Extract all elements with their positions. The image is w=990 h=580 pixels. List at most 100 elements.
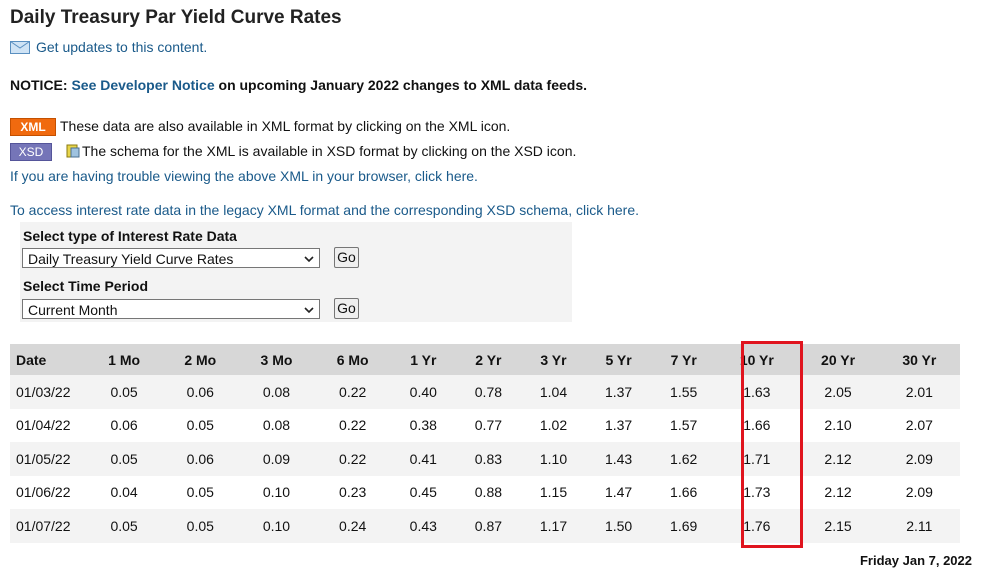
table-cell: 1.66 (716, 408, 798, 442)
table-cell: 0.06 (162, 375, 239, 409)
table-cell: 0.05 (162, 408, 239, 442)
table-cell: 0.43 (390, 509, 456, 543)
column-header: 7 Yr (651, 344, 717, 375)
xsd-icon[interactable]: XSD (10, 143, 52, 161)
table-cell: 1.17 (520, 509, 587, 543)
column-header: 6 Mo (314, 344, 391, 375)
yield-curve-table: Date 1 Mo 2 Mo 3 Mo 6 Mo 1 Yr 2 Yr 3 Yr … (10, 344, 960, 543)
table-cell: 1.37 (586, 408, 652, 442)
column-header: 1 Yr (390, 344, 456, 375)
table-cell: 0.08 (238, 375, 315, 409)
table-cell: 1.69 (651, 509, 717, 543)
table-cell: 0.22 (314, 442, 391, 476)
table-cell: 0.06 (86, 408, 163, 442)
table-cell: 0.10 (238, 475, 315, 509)
table-row: 01/03/22 0.05 0.06 0.08 0.22 0.40 0.78 1… (10, 375, 960, 409)
rate-type-label: Select type of Interest Rate Data (23, 228, 237, 244)
table-cell: 0.22 (314, 375, 391, 409)
xsd-text: The schema for the XML is available in X… (82, 143, 577, 159)
table-cell: 2.12 (797, 442, 879, 476)
table-cell: 0.77 (455, 408, 521, 442)
table-cell: 0.06 (162, 442, 239, 476)
xsd-line: XSD The schema for the XML is available … (10, 143, 576, 161)
table-cell: 0.05 (162, 475, 239, 509)
table-cell: 1.76 (716, 509, 798, 543)
column-header: 30 Yr (878, 344, 960, 375)
legacy-xml-link[interactable]: To access interest rate data in the lega… (10, 202, 640, 218)
table-cell: 0.05 (86, 509, 163, 543)
column-header: 1 Mo (86, 344, 163, 375)
xml-line: XML These data are also available in XML … (10, 118, 510, 136)
envelope-icon (10, 40, 30, 54)
table-cell: 1.15 (520, 475, 587, 509)
table-cell: 1.73 (716, 475, 798, 509)
table-cell: 0.83 (455, 442, 521, 476)
table-cell: 1.63 (716, 375, 798, 409)
trouble-viewing-link[interactable]: If you are having trouble viewing the ab… (10, 168, 478, 184)
table-cell: 0.38 (390, 408, 456, 442)
chevron-down-icon (304, 256, 314, 263)
table-cell: 0.04 (86, 475, 163, 509)
get-updates-link[interactable]: Get updates to this content. (10, 39, 207, 55)
notice-line: NOTICE: See Developer Notice on upcoming… (10, 77, 587, 93)
table-cell: 01/05/22 (10, 442, 86, 476)
rate-type-select[interactable]: Daily Treasury Yield Curve Rates (22, 248, 320, 268)
schema-document-icon (66, 144, 80, 158)
table-cell: 01/06/22 (10, 475, 86, 509)
table-cell: 1.04 (520, 375, 587, 409)
ten-year-highlight-box (741, 341, 803, 548)
table-cell: 1.02 (520, 408, 587, 442)
column-header: 3 Yr (520, 344, 587, 375)
table-cell: 2.07 (878, 408, 960, 442)
table-cell: 2.15 (797, 509, 879, 543)
xml-icon[interactable]: XML (10, 118, 56, 136)
table-cell: 01/07/22 (10, 509, 86, 543)
xml-text: These data are also available in XML for… (60, 118, 511, 134)
table-cell: 0.23 (314, 475, 391, 509)
table-cell: 0.10 (238, 509, 315, 543)
table-cell: 1.57 (651, 408, 717, 442)
column-header: 3 Mo (238, 344, 315, 375)
table-cell: 0.09 (238, 442, 315, 476)
table-cell: 2.09 (878, 442, 960, 476)
column-header: 5 Yr (586, 344, 652, 375)
table-cell: 1.10 (520, 442, 587, 476)
column-header: 2 Yr (455, 344, 521, 375)
notice-suffix: on upcoming January 2022 changes to XML … (218, 77, 588, 93)
table-cell: 1.43 (586, 442, 652, 476)
table-cell: 2.09 (878, 475, 960, 509)
rate-selection-form: Select type of Interest Rate Data Daily … (20, 222, 572, 322)
table-row: 01/04/22 0.06 0.05 0.08 0.22 0.38 0.77 1… (10, 408, 960, 442)
table-cell: 0.05 (86, 375, 163, 409)
developer-notice-link[interactable]: See Developer Notice (71, 77, 215, 93)
time-period-go-button[interactable]: Go (334, 298, 359, 319)
table-cell: 0.40 (390, 375, 456, 409)
get-updates-label: Get updates to this content. (36, 39, 208, 55)
table-cell: 1.71 (716, 442, 798, 476)
table-cell: 0.05 (86, 442, 163, 476)
table-cell: 0.87 (455, 509, 521, 543)
table-cell: 0.88 (455, 475, 521, 509)
table-header-row: Date 1 Mo 2 Mo 3 Mo 6 Mo 1 Yr 2 Yr 3 Yr … (10, 344, 960, 375)
notice-prefix: NOTICE: (10, 77, 68, 93)
time-period-select[interactable]: Current Month (22, 299, 320, 319)
table-cell: 01/04/22 (10, 408, 86, 442)
rate-type-go-button[interactable]: Go (334, 247, 359, 268)
chevron-down-icon (304, 307, 314, 314)
table-cell: 2.01 (878, 375, 960, 409)
column-header: 20 Yr (797, 344, 879, 375)
table-row: 01/05/22 0.05 0.06 0.09 0.22 0.41 0.83 1… (10, 442, 960, 476)
table-row: 01/07/22 0.05 0.05 0.10 0.24 0.43 0.87 1… (10, 509, 960, 543)
rate-type-value: Daily Treasury Yield Curve Rates (28, 251, 234, 267)
table-cell: 2.05 (797, 375, 879, 409)
table-cell: 0.78 (455, 375, 521, 409)
table-cell: 01/03/22 (10, 375, 86, 409)
table-cell: 2.11 (878, 509, 960, 543)
table-cell: 0.24 (314, 509, 391, 543)
time-period-label: Select Time Period (23, 278, 149, 294)
page-date: Friday Jan 7, 2022 (859, 553, 972, 568)
table-cell: 1.50 (586, 509, 652, 543)
table-cell: 0.22 (314, 408, 391, 442)
table-cell: 1.37 (586, 375, 652, 409)
table-row: 01/06/22 0.04 0.05 0.10 0.23 0.45 0.88 1… (10, 475, 960, 509)
